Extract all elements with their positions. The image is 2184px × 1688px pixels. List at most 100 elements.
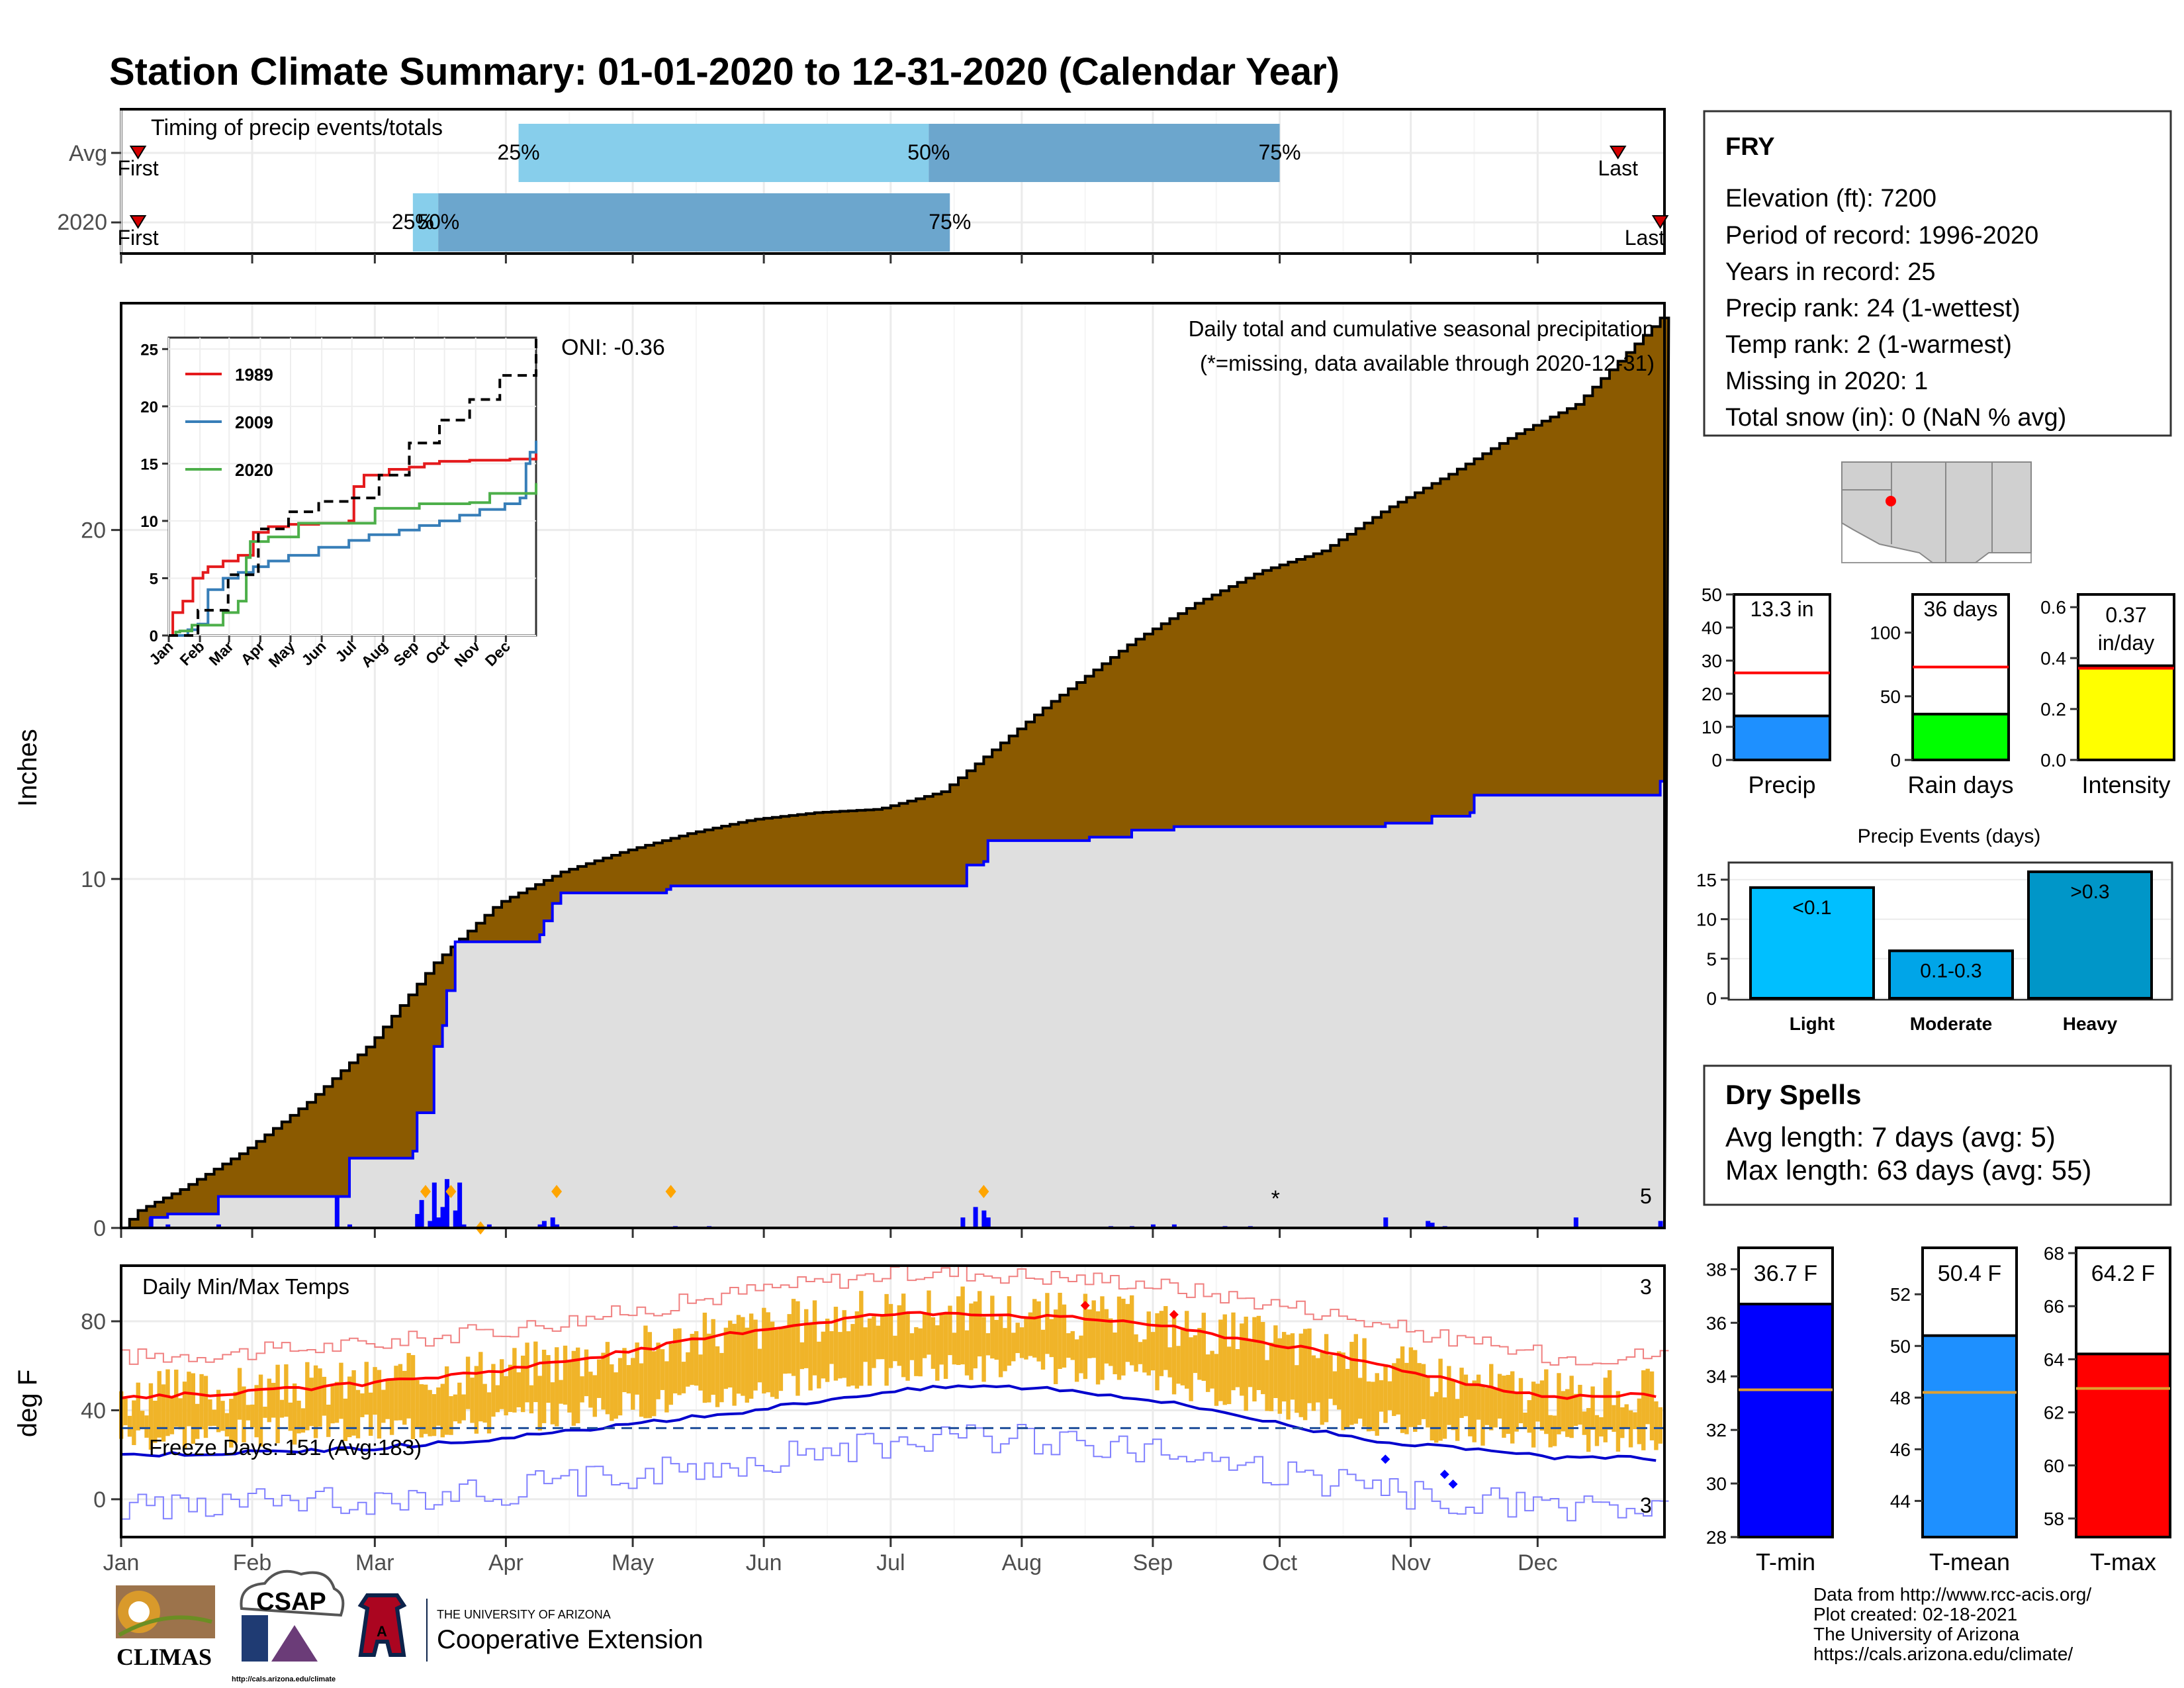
daily-temp-range-bar — [626, 1365, 631, 1394]
summary-y-tick-label: 0.4 — [2040, 648, 2066, 669]
daily-temp-range-bar — [1252, 1317, 1257, 1402]
dry-spells-max: Max length: 63 days (avg: 55) — [1725, 1154, 2091, 1186]
summary-bars: 0 10 20 30 40 50 13.3 in Precip 0 50 100 36 days Rai… — [1702, 585, 2175, 798]
timing-avg-first-marker — [129, 146, 147, 160]
timing-avg-p75-label: 75% — [1259, 140, 1301, 164]
daily-temp-range-bar — [263, 1407, 267, 1418]
avg-max-temp-line — [120, 1311, 1657, 1400]
daily-temp-range-bar — [1578, 1385, 1582, 1425]
dry-spells-title: Dry Spells — [1725, 1079, 1861, 1110]
daily-temp-range-bar — [313, 1365, 318, 1438]
daily-temp-range-bar — [478, 1352, 483, 1422]
daily-temp-range-bar — [876, 1325, 881, 1360]
temp-summary-y-tick-label: 32 — [1706, 1420, 1727, 1440]
daily-temp-range-bar — [977, 1291, 982, 1357]
daily-temp-range-bar — [191, 1373, 196, 1444]
daily-temp-range-bar — [318, 1368, 322, 1427]
daily-temp-range-bar — [504, 1376, 508, 1416]
inset-y-tick-label: 10 — [140, 513, 158, 531]
daily-temp-range-bar — [576, 1347, 580, 1424]
daily-temp-range-bar — [1011, 1333, 1016, 1362]
daily-temp-range-bar — [563, 1345, 568, 1405]
daily-temp-range-bar — [187, 1372, 191, 1427]
daily-temp-range-bar — [1341, 1352, 1345, 1430]
daily-temp-range-bar — [1468, 1384, 1473, 1436]
daily-temp-range-bar — [804, 1309, 809, 1368]
daily-temp-range-bar — [787, 1314, 792, 1374]
daily-temp-range-bar — [580, 1376, 584, 1403]
daily-temp-range-bar — [1527, 1400, 1531, 1433]
daily-temp-range-bar — [296, 1400, 301, 1434]
summary-bar-intensity — [2077, 664, 2175, 762]
daily-temp-range-bar — [1641, 1370, 1646, 1450]
daily-temp-range-bar — [309, 1378, 314, 1427]
daily-temp-range-bar — [1053, 1309, 1058, 1384]
temp-summary-y-tick-label: 50 — [1890, 1336, 1911, 1356]
daily-temp-range-bar — [723, 1327, 729, 1389]
daily-temp-range-bar — [668, 1344, 673, 1405]
daily-temp-range-bar — [491, 1364, 496, 1417]
summary-value-label: 13.3 in — [1750, 597, 1813, 621]
daily-temp-range-bar — [821, 1331, 825, 1379]
record-high-count: 3 — [1640, 1275, 1652, 1299]
events-bar-label: >0.3 — [2070, 881, 2109, 903]
climas-logo: CLIMAS — [116, 1585, 215, 1670]
daily-temp-range-bar — [157, 1371, 161, 1438]
daily-temp-range-bar — [465, 1356, 471, 1409]
daily-temp-range-bar — [1594, 1415, 1600, 1446]
credit-line-3: The University of Arizona — [1813, 1624, 2020, 1644]
daily-temp-range-bar — [1167, 1347, 1172, 1378]
daily-temp-range-bar — [884, 1293, 889, 1386]
daily-temp-range-bar — [1218, 1319, 1223, 1401]
daily-temp-range-bar — [745, 1327, 749, 1403]
temp-y-tick-label: 0 — [93, 1487, 106, 1513]
daily-temp-range-bar — [1523, 1412, 1527, 1427]
daily-temp-range-bar — [1633, 1412, 1637, 1430]
daily-temp-range-bar — [1548, 1415, 1553, 1448]
daily-temp-range-bar — [444, 1366, 449, 1435]
daily-temp-range-bar — [1129, 1295, 1134, 1366]
summary-y-tick-label: 0.2 — [2040, 699, 2066, 720]
daily-temp-range-bar — [254, 1385, 259, 1438]
precip-y-axis-label: Inches — [13, 729, 42, 807]
summary-y-tick-label: 30 — [1702, 651, 1722, 671]
daily-temp-range-bar — [246, 1405, 251, 1421]
daily-temp-range-bar — [1573, 1393, 1578, 1427]
daily-temp-range-bar — [1447, 1366, 1451, 1425]
dry-spells-box: Dry Spells Avg length: 7 days (avg: 5) M… — [1703, 1064, 2172, 1206]
daily-temp-range-bar — [424, 1384, 428, 1434]
daily-temp-range-bar — [132, 1400, 136, 1446]
temp-summary-y-tick-label: 30 — [1706, 1474, 1727, 1494]
daily-temp-range-bar — [486, 1392, 492, 1434]
month-label-aug: Aug — [1002, 1550, 1042, 1575]
csap-logo-url: http://cals.arizona.edu/climate — [232, 1675, 336, 1683]
daily-temp-range-bar — [829, 1331, 834, 1364]
daily-temp-range-bar — [596, 1359, 602, 1398]
station-info-box: FRY Elevation (ft): 7200 Period of recor… — [1703, 110, 2172, 437]
record-high-marker — [1169, 1309, 1179, 1319]
daily-temp-range-bar — [1307, 1328, 1312, 1403]
daily-temp-range-bar — [728, 1320, 733, 1388]
summary-value-label: 0.37 — [2105, 603, 2146, 627]
daily-precip-bar — [216, 1224, 221, 1228]
daily-temp-range-bar — [1345, 1368, 1350, 1428]
daily-temp-range-bar — [394, 1366, 398, 1421]
daily-temp-range-bar — [698, 1354, 703, 1391]
daily-temp-range-bar — [1003, 1328, 1007, 1372]
timing-avg-last-label: Last — [1598, 156, 1638, 180]
credit-line-4: https://cals.arizona.edu/climate/ — [1813, 1644, 2073, 1664]
timing-2020-first-label: First — [117, 226, 158, 250]
daily-temp-range-bar — [1421, 1364, 1426, 1419]
daily-temp-range-bar — [195, 1403, 200, 1439]
summary-bar-precip — [1733, 714, 1831, 761]
events-y-tick-label: 10 — [1696, 910, 1717, 930]
daily-temp-range-bar — [1493, 1388, 1498, 1428]
daily-precip-bar — [457, 1182, 463, 1228]
summary-bar-rain-days — [1911, 712, 2010, 762]
ua-logo-letter: A — [377, 1623, 387, 1640]
page-title: Station Climate Summary: 01-01-2020 to 1… — [109, 50, 1340, 93]
daily-temp-range-bar — [453, 1394, 458, 1422]
temp-summary-y-tick-label: 60 — [2044, 1456, 2064, 1476]
daily-temp-range-bar — [1058, 1292, 1062, 1369]
daily-temp-range-bar — [1637, 1398, 1642, 1444]
